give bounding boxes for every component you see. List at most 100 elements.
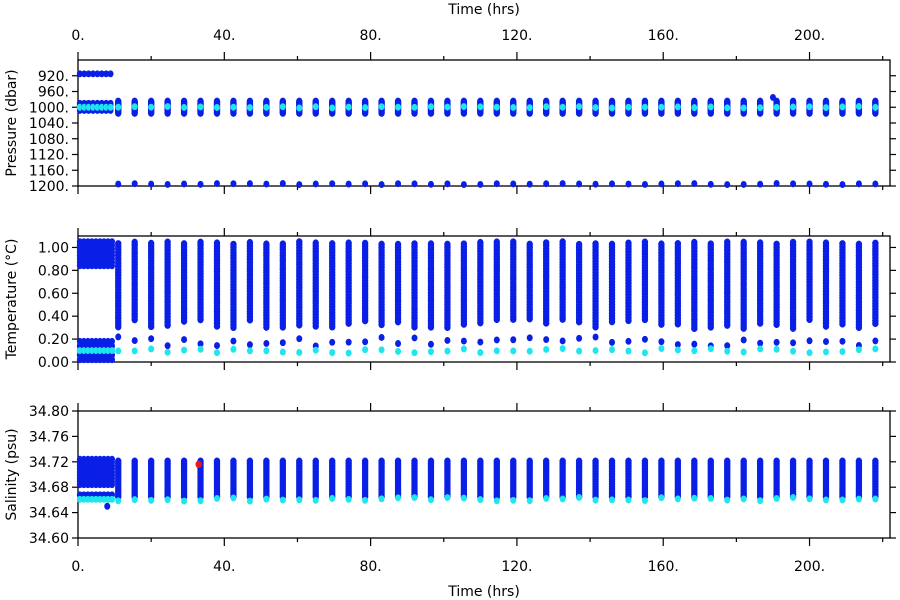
pressure-point bbox=[625, 109, 632, 117]
pressure-surface-point bbox=[362, 104, 369, 111]
pressure-point bbox=[296, 109, 303, 117]
temperature-surface-point bbox=[773, 345, 780, 353]
y-tick-label: 34.68 bbox=[29, 480, 69, 496]
temperature-surface-point bbox=[592, 347, 599, 354]
temperature-lower-point bbox=[395, 340, 402, 347]
x-tick-label-top: 200. bbox=[794, 28, 825, 44]
temperature-point bbox=[707, 240, 714, 248]
salinity-point bbox=[855, 457, 863, 465]
top-x-axis-label: Time (hrs) bbox=[447, 2, 520, 18]
salinity-surface-point bbox=[296, 496, 303, 504]
pressure-point bbox=[279, 109, 287, 117]
x-tick-label-top: 160. bbox=[648, 28, 679, 44]
temperature-point bbox=[444, 240, 451, 249]
y-tick-label: 34.64 bbox=[29, 506, 69, 522]
temperature-surface-point bbox=[543, 346, 550, 353]
salinity-point bbox=[756, 457, 764, 465]
panel-1: 0. 40. 80. 120. 160. 200. 920.960.1000.1040.10… bbox=[4, 28, 896, 195]
salinity-surface-point bbox=[691, 494, 698, 502]
pressure-surface-point bbox=[263, 103, 270, 111]
temperature-surface-point bbox=[872, 345, 879, 353]
y-tick-label: 34.60 bbox=[29, 531, 69, 547]
pressure-surface-point bbox=[427, 103, 434, 111]
salinity-surface-point bbox=[460, 494, 467, 502]
salinity-surface-point bbox=[510, 496, 517, 504]
temperature-point bbox=[674, 240, 682, 248]
temperature-point bbox=[329, 240, 336, 248]
pressure-point bbox=[98, 70, 105, 78]
temperature-lower-point bbox=[691, 340, 698, 348]
temperature-lower-point bbox=[279, 339, 286, 347]
pressure-bottom-point bbox=[724, 181, 731, 189]
x-tick-label-top: 40. bbox=[213, 28, 235, 44]
pressure-bottom-point bbox=[526, 180, 533, 188]
pressure-point bbox=[641, 109, 649, 117]
pressure-surface-point bbox=[757, 104, 764, 112]
pressure-point bbox=[197, 109, 204, 117]
pressure-point bbox=[493, 109, 501, 117]
pressure-point bbox=[740, 109, 747, 117]
pressure-surface-point bbox=[806, 103, 813, 111]
temperature-lower-point bbox=[460, 337, 467, 345]
temperature-surface-point bbox=[757, 345, 764, 353]
y-tick-label: 960. bbox=[38, 85, 69, 101]
temperature-surface-point bbox=[790, 347, 797, 355]
pressure-point bbox=[559, 109, 566, 117]
pressure-point bbox=[180, 109, 188, 117]
pressure-surface-point bbox=[395, 103, 402, 111]
salinity-point bbox=[674, 457, 682, 465]
temperature-lower-point bbox=[576, 334, 583, 342]
pressure-point bbox=[674, 109, 682, 117]
temperature-lower-point bbox=[609, 338, 616, 346]
pressure-surface-point bbox=[510, 103, 517, 111]
temperature-point bbox=[361, 239, 369, 248]
temperature-point bbox=[510, 238, 517, 246]
salinity-point bbox=[839, 457, 846, 465]
temperature-lower-point bbox=[773, 338, 780, 346]
pressure-point bbox=[246, 109, 254, 117]
salinity-point bbox=[526, 457, 533, 465]
salinity-flag-point bbox=[195, 460, 202, 469]
salinity-point bbox=[109, 455, 116, 463]
pressure-bottom-point bbox=[395, 180, 402, 188]
pressure-bottom-point bbox=[510, 180, 517, 188]
pressure-point bbox=[872, 109, 879, 117]
salinity-point bbox=[542, 457, 550, 465]
salinity-surface-point bbox=[197, 497, 204, 505]
temperature-point bbox=[164, 238, 171, 246]
temperature-surface-point bbox=[296, 348, 303, 356]
pressure-point bbox=[510, 109, 517, 117]
salinity-surface-point bbox=[477, 496, 484, 504]
pressure-bottom-point bbox=[230, 180, 237, 188]
pressure-bottom-point bbox=[181, 180, 188, 188]
temperature-surface-point bbox=[740, 348, 747, 356]
salinity-surface-point bbox=[576, 494, 583, 501]
salinity-surface-point bbox=[131, 496, 138, 504]
y-tick-label: 0.40 bbox=[38, 309, 69, 325]
pressure-surface-point bbox=[312, 103, 319, 111]
pressure-point bbox=[131, 109, 138, 117]
pressure-bottom-point bbox=[460, 181, 467, 188]
pressure-bottom-point bbox=[576, 180, 583, 188]
pressure-point bbox=[361, 109, 369, 117]
temperature-point bbox=[147, 239, 155, 248]
temperature-lower-point bbox=[362, 338, 369, 346]
temperature-surface-point bbox=[855, 346, 862, 354]
temperature-surface-point bbox=[246, 347, 253, 355]
salinity-surface-point bbox=[411, 494, 418, 502]
pressure-surface-point bbox=[691, 104, 698, 112]
pressure-point bbox=[394, 109, 402, 117]
temperature-point bbox=[246, 238, 254, 247]
bottom-x-axis-label: Time (hrs) bbox=[447, 584, 520, 600]
panels-group: 0. 40. 80. 120. 160. 200. 920.960.1000.1040.10… bbox=[4, 28, 896, 575]
pressure-bottom-point bbox=[641, 180, 648, 188]
salinity-surface-point bbox=[213, 494, 220, 502]
y-axis-label: Salinity (psu) bbox=[4, 428, 20, 520]
salinity-point bbox=[180, 457, 188, 465]
pressure-bottom-point bbox=[757, 180, 764, 188]
pressure-bottom-point bbox=[312, 180, 319, 188]
temperature-point bbox=[691, 238, 698, 247]
salinity-surface-point bbox=[181, 497, 188, 505]
salinity-surface-point bbox=[543, 494, 550, 502]
pressure-point bbox=[608, 109, 616, 117]
